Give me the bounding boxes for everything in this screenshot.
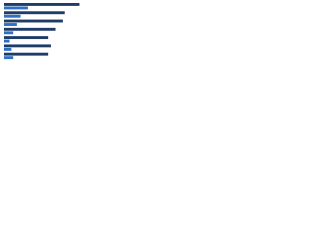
bar: [4, 19, 63, 23]
bar: [4, 47, 12, 51]
bar: [4, 2, 80, 6]
bar: [4, 31, 14, 35]
bar: [4, 36, 49, 40]
page: {"chart_data": {"type": "hbar", "categor…: [0, 0, 100, 71]
bar: [4, 27, 56, 31]
bar: [4, 23, 17, 26]
chart: [4, 2, 80, 60]
bar: [4, 44, 51, 48]
bar: [4, 56, 14, 60]
bar: [4, 6, 28, 10]
bar: [4, 11, 65, 15]
bar: [4, 39, 10, 43]
bar: [4, 14, 21, 18]
bar: [4, 52, 49, 56]
